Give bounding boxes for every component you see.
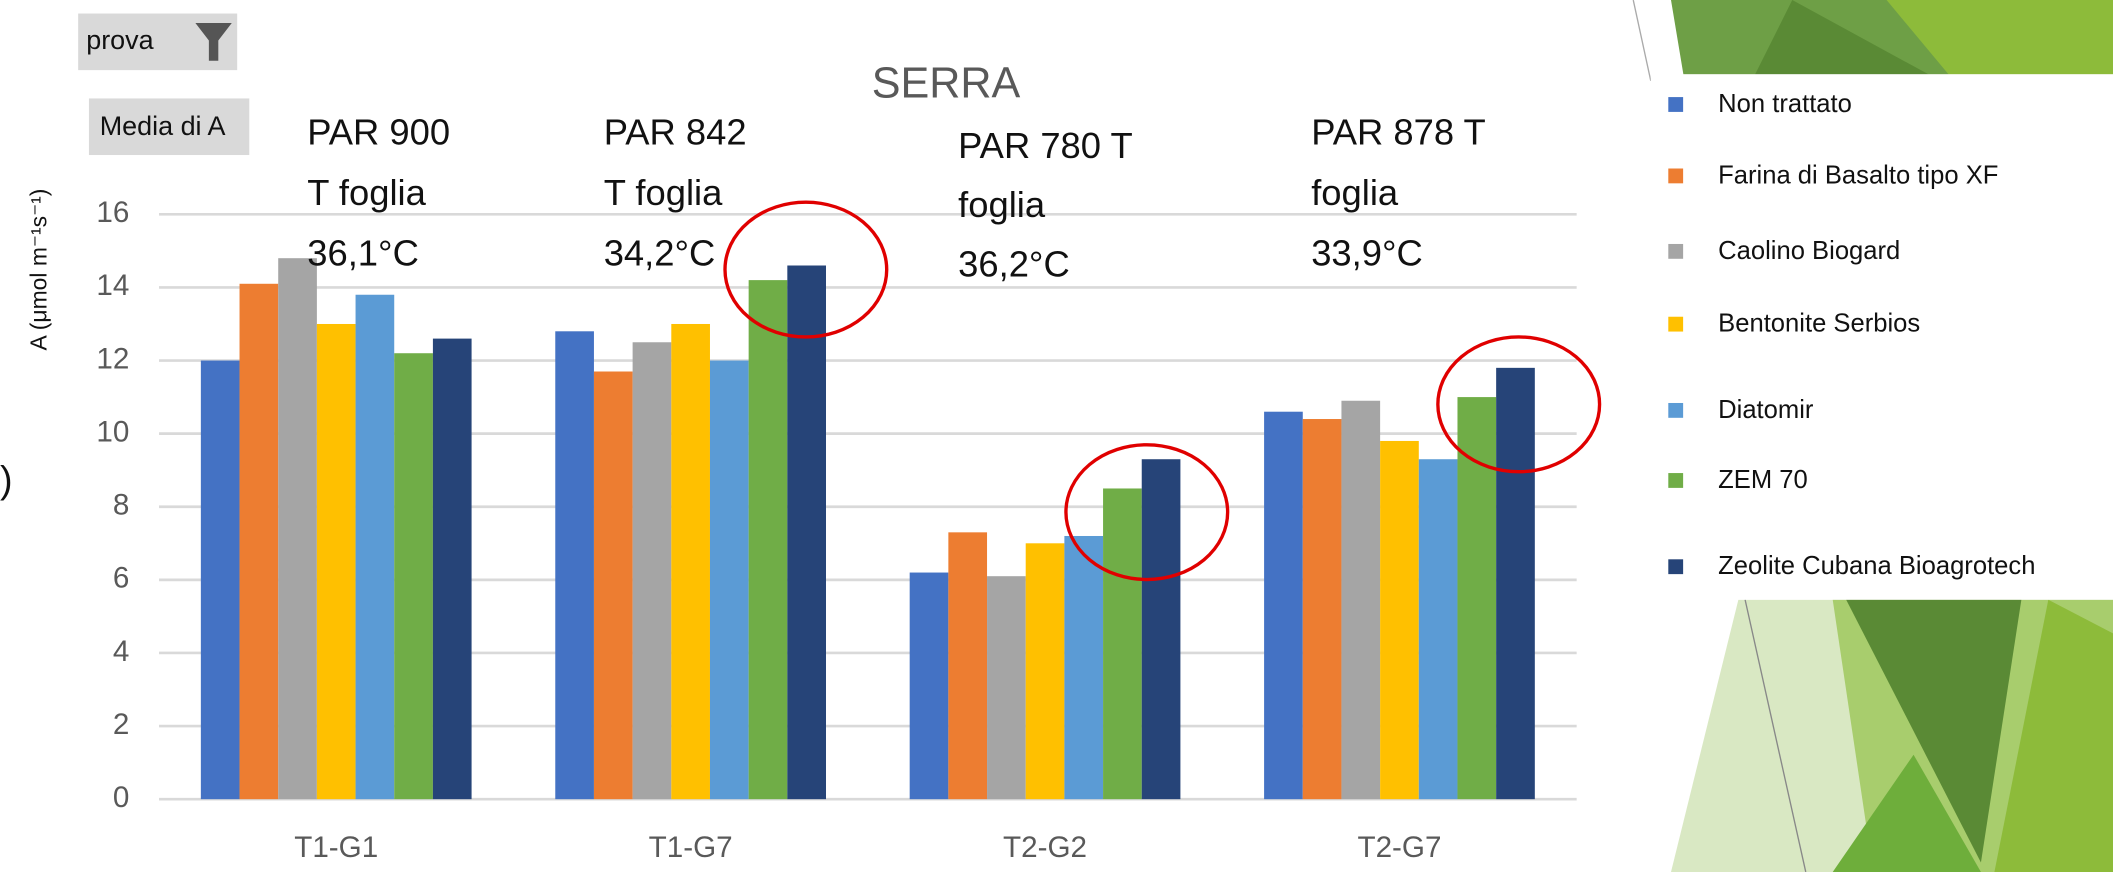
legend-swatch: [1668, 97, 1684, 112]
annotation: 36,1°C: [307, 233, 419, 274]
legend-swatch: [1668, 402, 1684, 418]
y-tick-label: 14: [96, 269, 129, 302]
legend-label: ZEM 70: [1718, 466, 1808, 494]
legend-swatch: [1668, 243, 1684, 259]
annotation: PAR 878 T: [1311, 111, 1486, 152]
annotation: T foglia: [307, 172, 426, 213]
legend-swatch: [1668, 316, 1684, 332]
legend-label: Farina di Basalto tipo XF: [1718, 161, 1998, 189]
bar: [1025, 543, 1065, 800]
bar: [1103, 488, 1142, 800]
bar: [394, 353, 433, 800]
legend-swatch: [1668, 168, 1684, 184]
bar: [1496, 367, 1535, 800]
annotation: PAR 780 T: [958, 125, 1133, 166]
annotation: foglia: [1311, 172, 1399, 213]
bar: [787, 265, 826, 800]
bar: [1380, 440, 1419, 800]
bar: [200, 360, 240, 800]
y-tick-label: 12: [96, 342, 129, 375]
bar: [632, 342, 672, 800]
x-tick-label: T2-G7: [1357, 831, 1441, 864]
background-decoration: [1632, 0, 2113, 872]
annotation: 33,9°C: [1311, 233, 1423, 274]
annotation: T foglia: [604, 172, 723, 213]
x-tick-label: T1-G7: [649, 831, 733, 864]
field-button[interactable]: [88, 98, 250, 156]
field-label: Media di A: [100, 111, 226, 141]
bar: [948, 532, 988, 800]
bar: [1302, 419, 1342, 800]
bar: [432, 338, 472, 800]
bar: [709, 360, 749, 800]
chart-title: SERRA: [872, 60, 1021, 108]
bar: [671, 323, 710, 800]
stray-text: ): [0, 458, 13, 500]
legend-swatch: [1668, 473, 1684, 488]
bar: [909, 572, 949, 800]
highlight-circles: [723, 200, 1602, 582]
annotation: foglia: [958, 184, 1046, 225]
bar: [1418, 459, 1458, 800]
annotation: PAR 900: [307, 111, 450, 152]
y-tick-label: 4: [113, 635, 129, 668]
y-axis-label: A (μmol m⁻¹s⁻¹): [25, 189, 51, 351]
bar: [1457, 397, 1497, 800]
bar: [748, 280, 788, 800]
bar: [316, 323, 356, 800]
filter-label: prova: [86, 25, 153, 55]
x-tick-label: T2-G2: [1003, 831, 1087, 864]
annotation: PAR 842: [604, 111, 747, 152]
bar: [987, 576, 1026, 800]
y-tick-label: 6: [113, 562, 129, 595]
filter-icon: [195, 22, 232, 61]
legend-label: Caolino Biogard: [1718, 237, 1900, 265]
legend-label: Non trattato: [1718, 90, 1852, 118]
bar: [593, 371, 633, 800]
y-tick-label: 2: [113, 708, 129, 741]
bar: [278, 258, 317, 800]
y-tick-label: 16: [96, 196, 129, 229]
annotation: 34,2°C: [604, 233, 716, 274]
legend-label: Bentonite Serbios: [1718, 310, 1920, 338]
y-tick-label: 8: [113, 489, 129, 522]
bar: [1064, 535, 1104, 800]
y-tick-label: 0: [113, 781, 129, 814]
legend-box: [1650, 74, 2113, 600]
legend-label: Zeolite Cubana Bioagrotech: [1718, 552, 2035, 580]
x-tick-label: T1-G1: [294, 831, 378, 864]
bar: [555, 331, 594, 800]
legend-label: Diatomir: [1718, 396, 1814, 424]
bar: [1141, 459, 1181, 800]
annotation: 36,2°C: [958, 243, 1070, 284]
y-tick-label: 10: [96, 415, 129, 448]
bar: [1341, 400, 1381, 800]
legend-swatch: [1668, 559, 1684, 575]
bar: [1264, 411, 1303, 800]
bar: [239, 283, 279, 800]
bar: [355, 294, 395, 800]
